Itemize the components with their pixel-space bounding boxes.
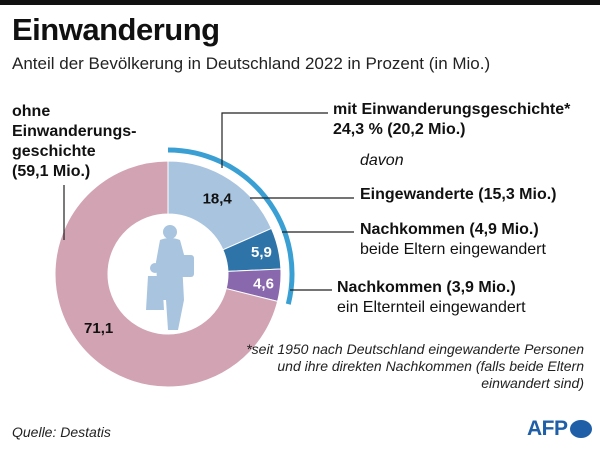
- ohne-label: ohne Einwanderungs- geschichte (59,1 Mio…: [12, 103, 137, 180]
- top-bar: [0, 0, 600, 5]
- mit-label: mit Einwanderungsgeschichte* 24,3 % (20,…: [333, 101, 571, 138]
- slice-ohne-value-label: 71,1: [84, 320, 113, 337]
- slice-eingewanderte-value-label: 18,4: [203, 191, 233, 208]
- chart-title: Einwanderung: [12, 12, 220, 47]
- slice-nachkommen-beide-value-label: 5,9: [251, 244, 272, 261]
- source-note: Quelle: Destatis: [12, 424, 111, 440]
- footnote: *seit 1950 nach Deutschland eingewandert…: [246, 341, 584, 391]
- slice-ohne: [54, 160, 279, 388]
- slice-nachkommen-einer-value-label: 4,6: [253, 276, 274, 293]
- person-silhouette-icon: [146, 225, 194, 330]
- nachkommen-einer-label: Nachkommen (3,9 Mio.) ein Elternteil ein…: [337, 279, 526, 316]
- davon-label: davon: [360, 152, 404, 169]
- mit-leader-line: [221, 112, 328, 168]
- eingewanderte-label: Eingewanderte (15,3 Mio.): [360, 186, 557, 203]
- nachkommen-beide-label: Nachkommen (4,9 Mio.) beide Eltern einge…: [360, 221, 546, 258]
- chart-subtitle: Anteil der Bevölkerung in Deutschland 20…: [12, 54, 491, 73]
